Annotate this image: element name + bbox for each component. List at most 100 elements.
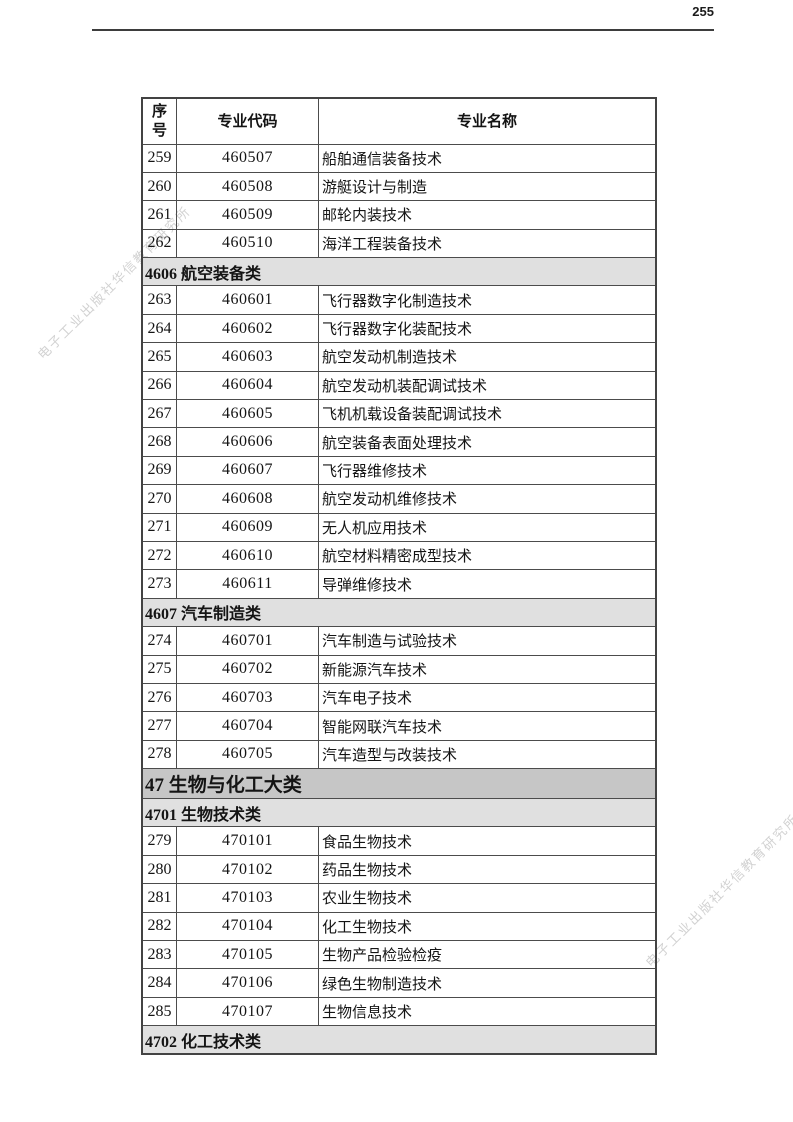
major-name-cell: 绿色生物制造技术	[318, 968, 657, 998]
major-code-cell: 460510	[176, 228, 319, 259]
major-name-cell: 生物信息技术	[318, 996, 657, 1027]
table-row: 269 460607 飞行器维修技术	[141, 455, 657, 486]
major-name-cell: 智能网联汽车技术	[318, 711, 657, 741]
major-name-cell: 飞行器维修技术	[318, 455, 657, 486]
table-row: 273 460611 导弹维修技术	[141, 569, 657, 599]
serial-number-cell: 276	[141, 682, 177, 713]
major-code-cell: 460705	[176, 739, 319, 770]
table-row: 263 460601 飞行器数字化制造技术	[141, 285, 657, 315]
category-label: 4607 汽车制造类	[141, 597, 657, 628]
major-name-cell: 海洋工程装备技术	[318, 228, 657, 259]
serial-number-cell: 262	[141, 228, 177, 259]
major-code-cell: 460508	[176, 171, 319, 202]
serial-number-cell: 267	[141, 399, 177, 429]
majors-table: 序 号 专业代码 专业名称 259 460507 船舶通信装备技术 260 460508…	[141, 97, 657, 1056]
page-number: 255	[692, 4, 714, 19]
table-row: 281 470103 农业生物技术	[141, 883, 657, 913]
major-code-cell: 460607	[176, 455, 319, 486]
serial-number-cell: 266	[141, 370, 177, 401]
major-name-cell: 汽车造型与改装技术	[318, 739, 657, 770]
serial-number-cell: 284	[141, 968, 177, 998]
serial-number-cell: 274	[141, 626, 177, 656]
major-name-cell: 航空发动机制造技术	[318, 342, 657, 372]
category-label: 4701 生物技术类	[141, 798, 657, 828]
table-row: 270 460608 航空发动机维修技术	[141, 484, 657, 514]
major-code-cell: 460507	[176, 143, 319, 173]
table-row: 271 460609 无人机应用技术	[141, 512, 657, 542]
header-rule	[92, 29, 714, 31]
serial-number-cell: 265	[141, 342, 177, 372]
table-row: 260 460508 游艇设计与制造	[141, 171, 657, 202]
major-code-cell: 460606	[176, 427, 319, 457]
major-name-cell: 飞行器数字化制造技术	[318, 285, 657, 315]
table-row: 277 460704 智能网联汽车技术	[141, 711, 657, 741]
major-name-cell: 航空装备表面处理技术	[318, 427, 657, 457]
major-code-cell: 460605	[176, 399, 319, 429]
major-name-cell: 飞行器数字化装配技术	[318, 313, 657, 344]
major-code-cell: 460703	[176, 682, 319, 713]
major-code-cell: 470102	[176, 854, 319, 885]
major-name-cell: 化工生物技术	[318, 911, 657, 942]
table-row: 283 470105 生物产品检验检疫	[141, 940, 657, 970]
major-name-cell: 新能源汽车技术	[318, 654, 657, 684]
major-code-cell: 470103	[176, 883, 319, 913]
watermark-right: 电子工业出版社华信教育研究所	[642, 811, 793, 971]
major-code-cell: 470107	[176, 996, 319, 1027]
header-serial-number: 序 号	[141, 97, 177, 145]
major-code-cell: 460610	[176, 540, 319, 571]
table-row: 279 470101 食品生物技术	[141, 826, 657, 856]
table-row: 278 460705 汽车造型与改装技术	[141, 739, 657, 770]
serial-number-cell: 260	[141, 171, 177, 202]
major-name-cell: 航空发动机装配调试技术	[318, 370, 657, 401]
major-code-cell: 470105	[176, 940, 319, 970]
major-name-cell: 导弹维修技术	[318, 569, 657, 599]
category-row: 4606 航空装备类	[141, 257, 657, 287]
major-code-cell: 460602	[176, 313, 319, 344]
table-row: 267 460605 飞机机载设备装配调试技术	[141, 399, 657, 429]
major-code-cell: 460611	[176, 569, 319, 599]
table-row: 268 460606 航空装备表面处理技术	[141, 427, 657, 457]
major-code-cell: 460601	[176, 285, 319, 315]
header-major-name: 专业名称	[318, 97, 657, 145]
serial-number-cell: 280	[141, 854, 177, 885]
major-code-cell: 460603	[176, 342, 319, 372]
major-code-cell: 470101	[176, 826, 319, 856]
major-code-cell: 460509	[176, 200, 319, 230]
serial-number-cell: 283	[141, 940, 177, 970]
serial-number-cell: 282	[141, 911, 177, 942]
table-header-row: 序 号 专业代码 专业名称	[141, 97, 657, 145]
major-name-cell: 农业生物技术	[318, 883, 657, 913]
major-code-cell: 460608	[176, 484, 319, 514]
major-name-cell: 游艇设计与制造	[318, 171, 657, 202]
table-row: 282 470104 化工生物技术	[141, 911, 657, 942]
major-code-cell: 460704	[176, 711, 319, 741]
serial-number-cell: 270	[141, 484, 177, 514]
major-code-cell: 470106	[176, 968, 319, 998]
table-row: 280 470102 药品生物技术	[141, 854, 657, 885]
category-label: 4702 化工技术类	[141, 1025, 657, 1055]
major-name-cell: 邮轮内装技术	[318, 200, 657, 230]
serial-number-cell: 263	[141, 285, 177, 315]
table-body: 259 460507 船舶通信装备技术 260 460508 游艇设计与制造 261 4605…	[141, 143, 657, 1055]
table-row: 285 470107 生物信息技术	[141, 996, 657, 1027]
major-code-cell: 460604	[176, 370, 319, 401]
serial-number-cell: 281	[141, 883, 177, 913]
major-name-cell: 食品生物技术	[318, 826, 657, 856]
major-code-cell: 460701	[176, 626, 319, 656]
category-label: 47 生物与化工大类	[141, 768, 657, 800]
major-name-cell: 汽车制造与试验技术	[318, 626, 657, 656]
serial-number-cell: 277	[141, 711, 177, 741]
major-name-cell: 药品生物技术	[318, 854, 657, 885]
major-name-cell: 航空发动机维修技术	[318, 484, 657, 514]
major-name-cell: 生物产品检验检疫	[318, 940, 657, 970]
major-code-cell: 460609	[176, 512, 319, 542]
major-name-cell: 汽车电子技术	[318, 682, 657, 713]
major-code-cell: 460702	[176, 654, 319, 684]
serial-number-cell: 278	[141, 739, 177, 770]
serial-number-cell: 268	[141, 427, 177, 457]
table-row: 261 460509 邮轮内装技术	[141, 200, 657, 230]
serial-number-cell: 271	[141, 512, 177, 542]
header-major-code: 专业代码	[176, 97, 319, 145]
major-name-cell: 航空材料精密成型技术	[318, 540, 657, 571]
major-name-cell: 船舶通信装备技术	[318, 143, 657, 173]
